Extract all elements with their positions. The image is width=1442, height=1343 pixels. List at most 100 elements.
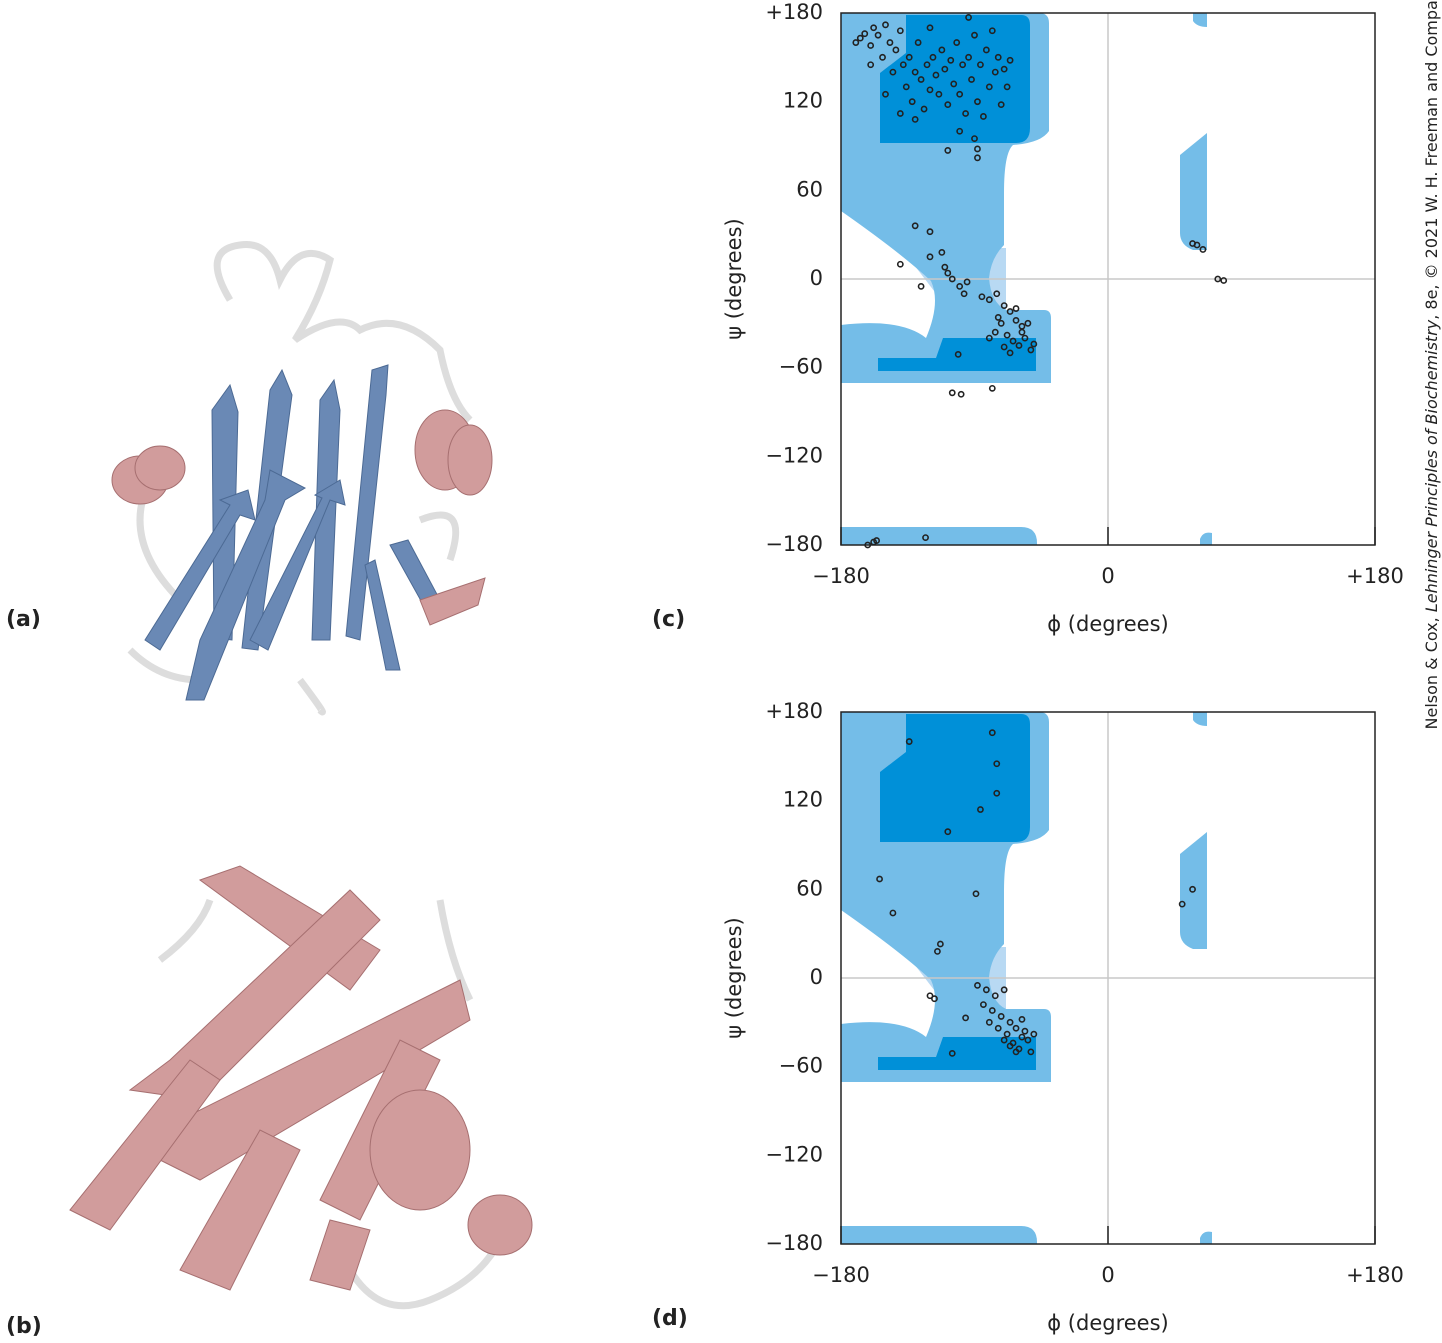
data-point [957,390,965,398]
data-point [1006,56,1014,64]
data-point [867,61,875,69]
data-point [988,729,996,737]
data-point [1018,1033,1026,1041]
data-point [972,890,980,898]
data-point [962,110,969,117]
data-point [994,1024,1002,1032]
y-tick-label: −120 [765,1142,823,1166]
plot-frame [840,711,1376,1245]
credit: Nelson & Cox, Lehninger Principles of Bi… [1422,0,1441,729]
data-point [1030,1030,1038,1038]
data-point [968,76,975,83]
data-point [879,53,886,61]
data-point [1000,302,1008,309]
data-point [997,319,1005,327]
credit-text: , 8e, © 2021 W. H. Freeman and Company [1422,0,1441,320]
y-tick-label: 60 [796,177,823,201]
data-point [852,39,860,46]
data-point [941,263,949,271]
y-axis-label: ψ (degrees) [722,218,746,339]
data-point [947,56,955,64]
data-point [993,760,1001,768]
data-point [941,65,949,73]
data-point [1030,340,1038,348]
data-point [953,39,961,46]
data-point [944,101,952,109]
data-point [911,116,919,123]
data-point [929,53,937,61]
data-point [889,909,897,917]
data-point [997,1013,1005,1020]
data-point [974,145,981,153]
panel-label: (a) [6,607,41,632]
y-tick-label: +180 [765,0,823,24]
data-point [1027,1048,1035,1056]
data-point [882,21,889,29]
data-point [1214,275,1222,283]
x-axis-label: ϕ (degrees) [1047,1311,1168,1335]
data-point [988,1007,996,1014]
data-point [1006,308,1014,315]
data-point [977,806,984,813]
data-point [978,293,986,301]
data-point [911,68,919,76]
data-point [991,992,999,1000]
data-point [944,828,952,836]
data-point [1012,316,1020,324]
data-point [899,61,907,69]
data-point [938,248,946,256]
data-point [948,389,956,397]
data-point [980,1001,987,1008]
data-point [991,328,999,336]
y-tick-label: −60 [779,355,823,379]
y-tick-label: +180 [765,699,823,723]
data-point [1003,1030,1011,1038]
y-tick-label: −180 [765,532,823,556]
data-point [956,90,964,98]
data-point [1015,342,1023,349]
data-point [936,940,944,948]
data-point [988,384,996,392]
data-point [892,46,900,54]
data-point [905,738,913,745]
data-point [1009,337,1017,345]
y-tick-label: −120 [765,443,823,467]
x-axis-label: ϕ (degrees) [1047,612,1168,636]
data-point [926,253,934,261]
panel-label: (c) [652,607,685,632]
data-point [993,290,1001,298]
data-point [997,101,1005,109]
data-point [922,534,929,542]
data-point [889,68,897,76]
data-point [1199,246,1207,253]
data-point [944,147,952,154]
data-point [988,27,996,35]
data-point [902,83,910,91]
data-point [982,986,990,994]
data-point [950,80,958,88]
data-point [1003,331,1011,339]
data-point [917,76,925,83]
x-tick-label: −180 [812,564,870,588]
data-point [861,30,869,38]
data-point [1006,1042,1014,1050]
protein-a [111,240,493,716]
data-point [931,995,938,1003]
data-point [944,269,952,277]
data-point [1012,305,1020,312]
y-tick-label: 0 [810,266,823,290]
data-point [974,154,981,162]
data-point [926,24,934,32]
data-point [926,86,934,94]
data-point [923,61,931,69]
data-point [1220,277,1228,284]
data-point [876,875,883,883]
data-point [926,992,934,1000]
data-point [985,1018,993,1026]
data-point [1000,65,1008,73]
data-point [1018,1015,1026,1023]
data-point [994,314,1002,321]
y-tick-label: 120 [783,89,823,113]
data-point [917,282,925,290]
